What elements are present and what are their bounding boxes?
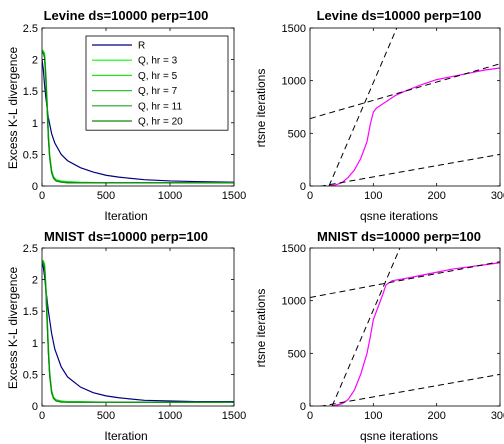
x-axis-label: qsne iterations — [360, 429, 438, 443]
legend-entry: Q, hr = 20 — [138, 117, 183, 128]
y-tick-label: 1.5 — [23, 86, 38, 98]
y-tick-label: 0.5 — [23, 369, 38, 381]
x-tick-label: 200 — [427, 410, 445, 422]
legend-entry: R — [138, 41, 145, 52]
series-line — [42, 52, 234, 184]
x-tick-label: 300 — [491, 190, 504, 202]
y-tick-label: 500 — [288, 128, 306, 140]
panel-levine-kl: Levine ds=10000 perp=100 Iteration Exces… — [6, 8, 246, 223]
series-line — [42, 260, 234, 403]
y-tick-label: 2.5 — [23, 243, 38, 255]
series-line — [42, 262, 234, 403]
y-tick-label: 1000 — [282, 76, 306, 88]
y-tick-label: 1500 — [282, 23, 306, 35]
series-line — [42, 261, 234, 403]
series-line — [42, 260, 234, 403]
panel-mnist-kl: MNIST ds=10000 perp=100 Iteration Excess… — [6, 229, 246, 443]
reference-line — [319, 373, 500, 406]
axes-box — [309, 247, 501, 407]
panel-levine-iterations: Levine ds=10000 perp=100 qsne iterations… — [254, 8, 504, 223]
axes-box — [41, 27, 235, 187]
x-axis-label: Iteration — [104, 209, 147, 223]
reference-line — [328, 28, 398, 186]
x-tick-label: 500 — [97, 190, 115, 202]
legend: R Q, hr = 3 Q, hr = 5 Q, hr = 7 Q, hr = 11 Q,… — [85, 35, 229, 131]
series-line — [328, 67, 500, 186]
x-tick-label: 200 — [427, 190, 445, 202]
panel-mnist-iterations: MNIST ds=10000 perp=100 qsne iterations … — [254, 229, 504, 443]
axes-box — [309, 27, 501, 187]
x-axis-label: Iteration — [104, 429, 147, 443]
chart-title: MNIST ds=10000 perp=100 — [44, 229, 208, 244]
y-tick-label: 1.5 — [23, 306, 38, 318]
legend-entry: Q, hr = 5 — [138, 71, 178, 82]
y-axis-label: rtsne iterations — [254, 289, 268, 368]
y-tick-label: 0 — [300, 401, 306, 413]
reference-line — [310, 261, 500, 299]
series-line — [42, 263, 234, 403]
x-tick-label: 300 — [491, 410, 504, 422]
y-axis-label: Excess K-L divergence — [6, 267, 20, 390]
y-tick-label: 0 — [32, 181, 38, 193]
x-tick-label: 0 — [307, 190, 313, 202]
y-tick-label: 1 — [32, 338, 38, 350]
x-tick-label: 1000 — [158, 190, 182, 202]
reference-line — [310, 63, 500, 120]
y-tick-label: 0 — [32, 401, 38, 413]
chart-title: MNIST ds=10000 perp=100 — [317, 229, 481, 244]
y-tick-label: 2.5 — [23, 23, 38, 35]
chart-title: Levine ds=10000 perp=100 — [44, 8, 209, 23]
y-axis-label: rtsne iterations — [254, 69, 268, 148]
legend-entry: Q, hr = 7 — [138, 86, 178, 97]
series-line — [42, 59, 234, 183]
chart-title: Levine ds=10000 perp=100 — [317, 8, 482, 23]
x-tick-label: 1500 — [222, 190, 246, 202]
x-tick-label: 0 — [39, 410, 45, 422]
y-tick-label: 0.5 — [23, 149, 38, 161]
y-tick-label: 1 — [32, 118, 38, 130]
x-tick-label: 100 — [364, 190, 382, 202]
legend-entry: Q, hr = 3 — [138, 56, 178, 67]
y-tick-label: 0 — [300, 181, 306, 193]
x-tick-label: 100 — [364, 410, 382, 422]
y-tick-label: 1000 — [282, 296, 306, 308]
reference-line — [331, 248, 401, 406]
x-tick-label: 0 — [307, 410, 313, 422]
y-tick-label: 2 — [32, 275, 38, 287]
y-axis-label: Excess K-L divergence — [6, 47, 20, 170]
reference-line — [319, 153, 500, 186]
x-tick-label: 0 — [39, 190, 45, 202]
x-tick-label: 500 — [97, 410, 115, 422]
x-tick-label: 1000 — [158, 410, 182, 422]
legend-box — [85, 35, 229, 131]
y-tick-label: 1500 — [282, 243, 306, 255]
x-axis-label: qsne iterations — [360, 209, 438, 223]
series-line — [42, 260, 234, 403]
y-tick-label: 2 — [32, 55, 38, 67]
series-line — [332, 262, 500, 406]
legend-entry: Q, hr = 11 — [138, 101, 182, 112]
y-tick-label: 500 — [288, 348, 306, 360]
x-tick-label: 1500 — [222, 410, 246, 422]
axes-box — [41, 247, 235, 407]
